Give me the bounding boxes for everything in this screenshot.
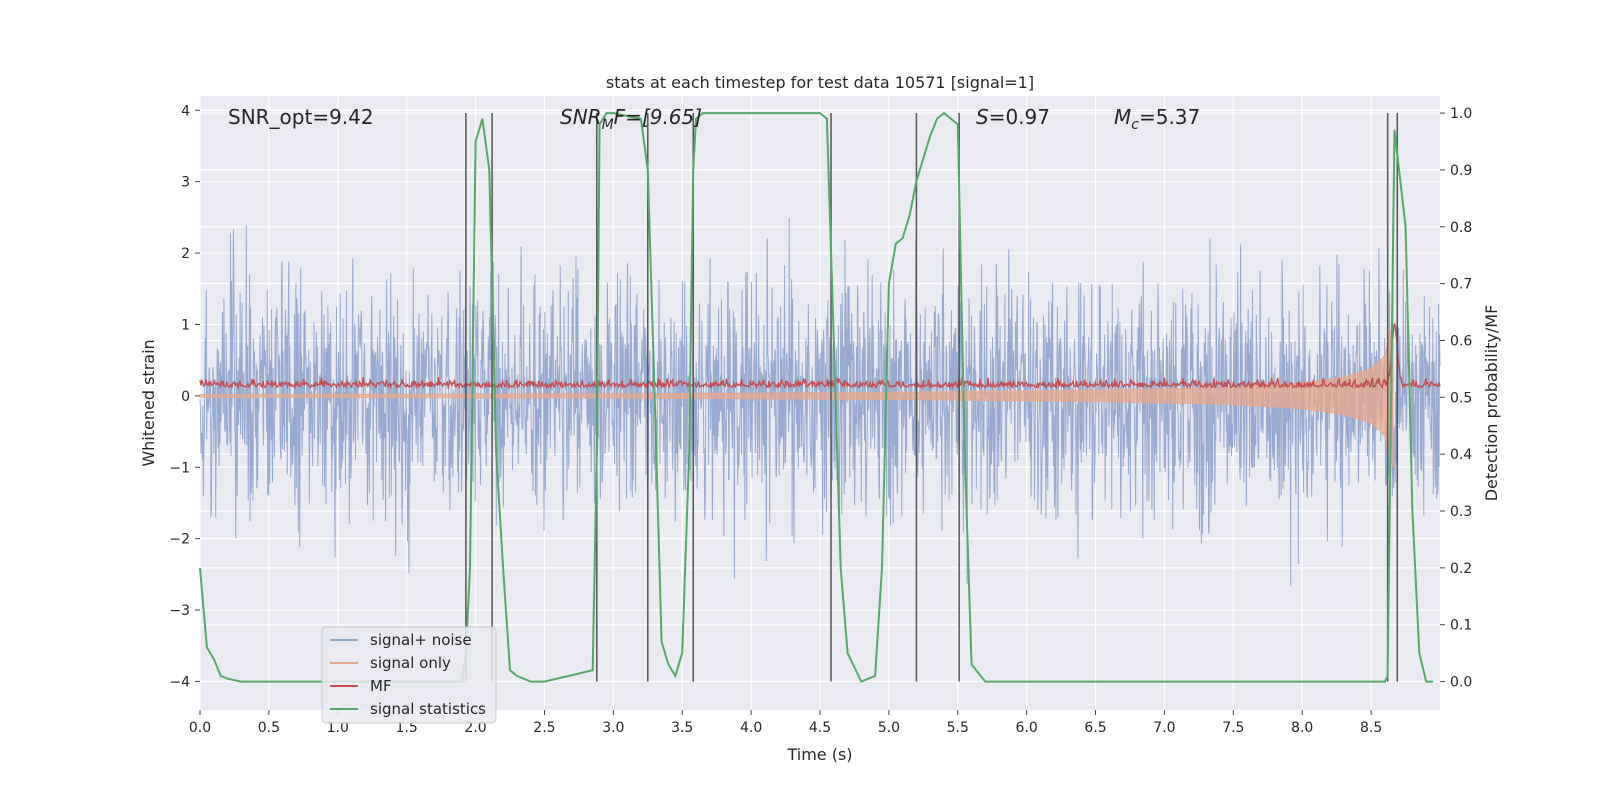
x-tick-label: 8.5 [1360, 720, 1382, 736]
series-mf [199, 323, 1441, 390]
y-right-axis-label: Detection probability/MF [1482, 305, 1501, 502]
series-signal-only [199, 324, 1394, 468]
annotation-mc: Mc=5.37 [1114, 105, 1200, 133]
axes: 0.0 0.5 1.0 1.5 2.0 2.5 3.0 3.5 4.0 4.5 5.0 5.5 6.0 6… [169, 103, 1472, 736]
chart-title: stats at each timestep for test data 105… [606, 73, 1034, 92]
x-tick-label: 4.0 [740, 720, 762, 736]
y-tick-label: −4 [169, 674, 190, 690]
x-tick-label: 5.5 [947, 720, 969, 736]
y-tick-label: 2 [181, 246, 190, 262]
legend: signal+ noise signal only MF signal stat… [321, 626, 497, 724]
legend-label-signal-only: signal only [370, 654, 451, 672]
y-right-tick-label: 0.1 [1450, 618, 1472, 634]
x-tick-label: 7.0 [1153, 720, 1175, 736]
x-tick-label: 3.5 [671, 720, 693, 736]
x-tick-label: 7.5 [1222, 720, 1244, 736]
y-tick-label: −2 [169, 532, 190, 548]
x-tick-label: 2.0 [464, 720, 486, 736]
y-tick-label: −3 [169, 603, 190, 619]
annotation-s: S=0.97 [976, 105, 1050, 129]
y-right-tick-label: 0.8 [1450, 220, 1472, 236]
x-tick-label: 5.0 [878, 720, 900, 736]
annotation-snr-opt: SNR_opt=9.42 [228, 105, 374, 129]
legend-box [321, 626, 497, 724]
y-right-tick-label: 0.5 [1450, 390, 1472, 406]
y-tick-label: 1 [181, 317, 190, 333]
y-tick-label: −1 [169, 460, 190, 476]
x-tick-label: 1.0 [327, 720, 349, 736]
y-right-tick-label: 0.3 [1450, 504, 1472, 520]
legend-label-mf: MF [370, 677, 392, 695]
y-tick-label: 4 [181, 103, 190, 119]
y-right-tick-label: 0.7 [1450, 277, 1472, 293]
signal-statistics-line [199, 111, 1434, 683]
y-right-tick-label: 0.0 [1450, 675, 1472, 691]
annotation-snr-mf: SNRMF=[9.65] [560, 105, 702, 133]
legend-label-signal-noise: signal+ noise [370, 631, 472, 649]
y-right-tick-label: 0.6 [1450, 333, 1472, 349]
x-tick-label: 0.5 [258, 720, 280, 736]
mf-line [199, 323, 1441, 390]
x-tick-label: 3.0 [602, 720, 624, 736]
x-tick-label: 1.5 [396, 720, 418, 736]
x-tick-label: 4.5 [809, 720, 831, 736]
x-tick-label: 6.0 [1016, 720, 1038, 736]
y-right-tick-label: 0.4 [1450, 447, 1472, 463]
signal-only-envelope [199, 324, 1394, 468]
x-axis-label: Time (s) [786, 745, 852, 764]
x-tick-label: 6.5 [1084, 720, 1106, 736]
y-tick-label: 3 [181, 175, 190, 191]
x-tick-label: 8.0 [1291, 720, 1313, 736]
y-tick-label: 0 [181, 389, 190, 405]
y-right-tick-label: 1.0 [1450, 106, 1472, 122]
x-tick-label: 0.0 [189, 720, 211, 736]
y-axis-label: Whitened strain [139, 339, 158, 466]
y-right-tick-label: 0.2 [1450, 561, 1472, 577]
series-signal-statistics [199, 111, 1434, 683]
y-right-tick-label: 0.9 [1450, 163, 1472, 179]
legend-label-signal-statistics: signal statistics [370, 700, 486, 718]
x-tick-label: 2.5 [533, 720, 555, 736]
